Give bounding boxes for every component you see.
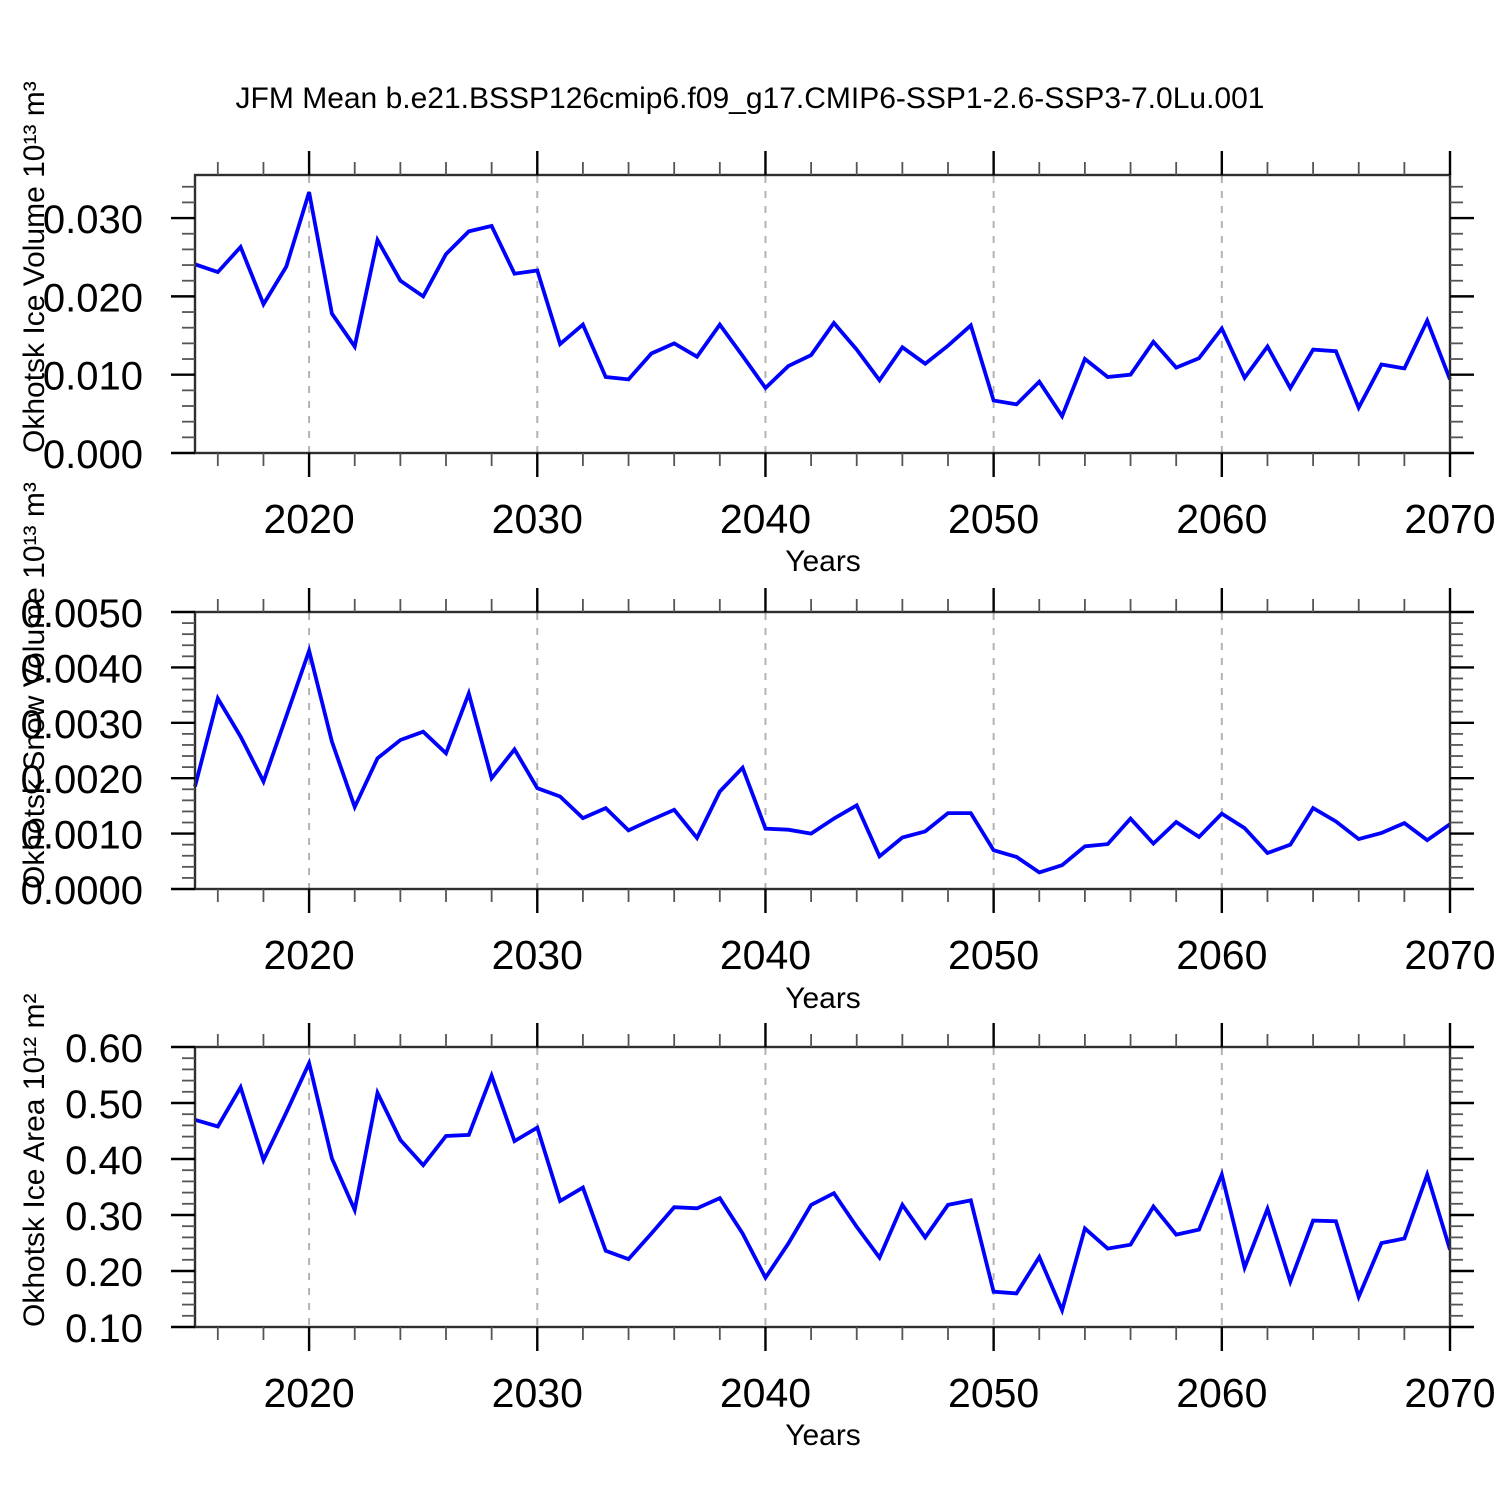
y-tick-label: 0.20 xyxy=(65,1251,143,1295)
x-tick-label: 2020 xyxy=(263,1370,354,1416)
x-tick-label: 2070 xyxy=(1404,496,1495,542)
plot-frame xyxy=(193,1045,1452,1329)
y-tick-label: 0.40 xyxy=(65,1139,143,1183)
plot-frame xyxy=(193,610,1452,891)
panel3-x-axis-title: Years xyxy=(785,1419,861,1452)
x-tick-label: 2040 xyxy=(720,932,811,978)
data-line-okhotsk-ice-volume xyxy=(194,191,1452,421)
y-tick-label: 0.030 xyxy=(43,198,143,242)
y-tick-label: 0.60 xyxy=(65,1027,143,1071)
y-tick-label: 0.010 xyxy=(43,355,143,399)
x-tick-label: 2050 xyxy=(948,932,1039,978)
x-tick-label: 2050 xyxy=(948,496,1039,542)
y-tick-label: 0.0000 xyxy=(21,869,143,913)
x-tick-label: 2050 xyxy=(948,1370,1039,1416)
x-tick-label: 2020 xyxy=(263,932,354,978)
y-tick-label: 0.0010 xyxy=(21,814,143,858)
panel1-x-axis-title: Years xyxy=(785,545,861,578)
y-tick-label: 0.000 xyxy=(43,433,143,477)
data-line-okhotsk-snow-volume xyxy=(193,644,1452,875)
y-tick-label: 0.30 xyxy=(65,1195,143,1239)
x-tick-label: 2060 xyxy=(1176,932,1267,978)
x-tick-label: 2060 xyxy=(1176,496,1267,542)
x-tick-label: 2030 xyxy=(492,1370,583,1416)
y-tick-label: 0.0050 xyxy=(21,592,143,636)
panel2-x-axis-title: Years xyxy=(785,982,861,1015)
y-tick-label: 0.0030 xyxy=(21,703,143,747)
plot-frame xyxy=(193,173,1452,455)
x-tick-label: 2060 xyxy=(1176,1370,1267,1416)
x-tick-label: 2030 xyxy=(492,932,583,978)
x-tick-label: 2030 xyxy=(492,496,583,542)
x-tick-label: 2070 xyxy=(1404,932,1495,978)
data-line-okhotsk-ice-area xyxy=(194,1057,1452,1316)
figure-title: JFM Mean b.e21.BSSP126cmip6.f09_g17.CMIP… xyxy=(235,82,1265,115)
y-tick-label: 0.50 xyxy=(65,1083,143,1127)
x-tick-label: 2070 xyxy=(1404,1370,1495,1416)
y-tick-label: 0.0040 xyxy=(21,647,143,691)
x-tick-label: 2020 xyxy=(263,496,354,542)
x-tick-label: 2040 xyxy=(720,496,811,542)
y-tick-label: 0.0020 xyxy=(21,758,143,802)
y-tick-label: 0.020 xyxy=(43,276,143,320)
y-tick-label: 0.10 xyxy=(65,1307,143,1351)
x-tick-label: 2040 xyxy=(720,1370,811,1416)
